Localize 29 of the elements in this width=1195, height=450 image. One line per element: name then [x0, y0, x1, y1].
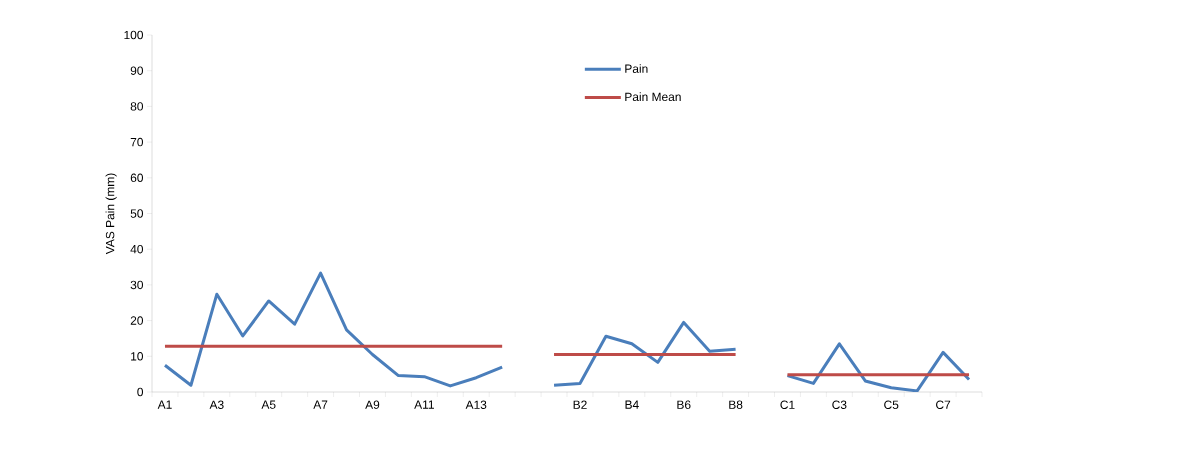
x-tick-label: A3	[209, 400, 224, 409]
y-tick-label: 60	[130, 173, 144, 183]
x-tick-label: A5	[261, 400, 276, 409]
y-tick-label: 100	[124, 30, 144, 40]
x-tick-label: A13	[465, 400, 487, 409]
y-tick-label: 20	[130, 316, 144, 325]
x-tick-label: B8	[729, 400, 743, 409]
x-tick-label: A11	[414, 400, 434, 409]
y-tick-label: 0	[137, 387, 144, 397]
x-tick-label: C1	[780, 400, 795, 409]
x-tick-label: B4	[625, 400, 639, 409]
x-tick-label: C3	[832, 400, 847, 409]
x-tick-label: A7	[313, 400, 328, 409]
legend-label: Pain	[625, 64, 648, 73]
legend-label: Pain Mean	[625, 92, 681, 102]
y-tick-label: 30	[130, 280, 144, 290]
y-tick-label: 90	[130, 66, 144, 75]
x-tick-label: A9	[365, 400, 380, 409]
x-tick-label: C5	[884, 400, 899, 409]
x-tick-label: A1	[157, 400, 172, 409]
y-tick-label: 80	[130, 102, 144, 111]
x-tick-label: B6	[677, 400, 691, 409]
y-tick-label: 40	[130, 244, 144, 254]
y-tick-label: 70	[130, 137, 144, 147]
x-tick-label: C7	[936, 400, 951, 409]
y-tick-label: 10	[131, 352, 144, 361]
y-axis-title: VAS Pain (mm)	[105, 173, 117, 255]
x-tick-label: B2	[573, 400, 587, 409]
y-tick-label: 50	[130, 209, 144, 218]
